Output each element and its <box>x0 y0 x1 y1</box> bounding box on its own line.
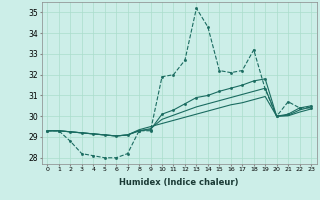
X-axis label: Humidex (Indice chaleur): Humidex (Indice chaleur) <box>119 178 239 187</box>
